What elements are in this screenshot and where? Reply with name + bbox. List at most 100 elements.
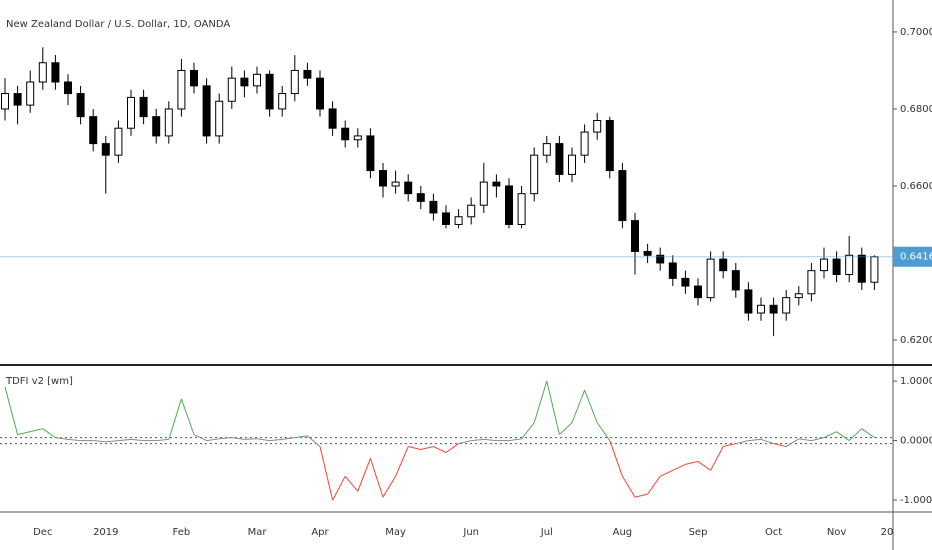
- candle-body: [605, 120, 614, 172]
- candle-body: [316, 77, 324, 110]
- indicator-segment: [546, 380, 560, 435]
- candle-body: [769, 304, 778, 314]
- indicator-segment: [156, 438, 169, 442]
- indicator-segment: [344, 475, 359, 492]
- chart-title: New Zealand Dollar / U.S. Dollar, 1D, OA…: [6, 19, 230, 30]
- indicator-segment: [433, 446, 447, 453]
- x-tick-label: Aug: [613, 527, 633, 538]
- indicator-segment: [836, 431, 850, 442]
- indicator-segment: [319, 446, 334, 501]
- candle-body: [782, 297, 791, 314]
- candle-body: [379, 170, 387, 187]
- candle-body: [416, 193, 425, 202]
- indicator-segment: [471, 438, 484, 442]
- indicator-segment: [483, 438, 497, 442]
- candle-body: [479, 181, 488, 206]
- candle-body: [719, 258, 728, 272]
- candle-body: [870, 256, 879, 283]
- indicator-segment: [193, 434, 207, 442]
- candle-body: [127, 96, 135, 129]
- indicator-segment: [697, 461, 711, 471]
- candle-body: [442, 212, 450, 225]
- x-tick-label: Feb: [173, 527, 191, 538]
- candle-body: [240, 77, 249, 87]
- indicator-segment: [408, 446, 421, 451]
- candle-body: [706, 258, 715, 299]
- indicator-segment: [533, 380, 548, 423]
- candle-body: [139, 96, 148, 118]
- candle-body: [794, 293, 803, 299]
- last-price-label: 0.64162: [900, 252, 932, 263]
- x-tick-label: Apr: [311, 527, 329, 538]
- y-tick-label: -1.00000: [900, 495, 932, 506]
- candle-body: [731, 270, 740, 291]
- indicator-segment: [445, 443, 459, 453]
- candle-body: [820, 258, 828, 272]
- candle-body: [530, 154, 539, 195]
- candle-body: [366, 135, 375, 172]
- candle-body: [164, 108, 173, 137]
- indicator-segment: [420, 446, 434, 451]
- indicator-segment: [231, 437, 245, 440]
- candle-body: [404, 181, 413, 195]
- indicator-segment: [760, 438, 774, 445]
- indicator-segment: [710, 446, 724, 471]
- candle-body: [845, 254, 854, 276]
- indicator-segment: [848, 428, 863, 441]
- indicator-segment: [369, 458, 384, 498]
- indicator-segment: [458, 440, 472, 445]
- indicator-segment: [206, 438, 220, 442]
- x-tick-label: Oct: [765, 527, 782, 538]
- candle-body: [429, 200, 438, 214]
- candle-body: [744, 289, 753, 314]
- x-tick-label: Mar: [248, 527, 268, 538]
- indicator-segment: [634, 493, 648, 498]
- indicator-segment: [180, 398, 195, 435]
- x-tick-label: May: [385, 527, 406, 538]
- indicator-segment: [621, 476, 636, 498]
- indicator-segment: [130, 438, 144, 442]
- indicator-segment: [798, 438, 812, 442]
- candle-body: [391, 181, 400, 187]
- candle-body: [51, 62, 60, 83]
- indicator-segment: [256, 438, 270, 442]
- indicator-segment: [294, 435, 308, 439]
- indicator-segment: [735, 440, 749, 445]
- indicator-segment: [861, 428, 875, 439]
- indicator-segment: [685, 460, 699, 465]
- indicator-segment: [659, 469, 674, 477]
- y-tick-label: 0.70000: [900, 27, 932, 38]
- candle-body: [467, 204, 476, 218]
- indicator-segment: [609, 440, 623, 477]
- candle-body: [215, 100, 224, 137]
- indicator-segment: [332, 476, 346, 501]
- indicator-segment: [571, 389, 586, 423]
- candle-body: [227, 77, 236, 102]
- candle-body: [38, 62, 47, 83]
- indicator-segment: [723, 443, 736, 448]
- indicator-segment: [67, 438, 81, 442]
- candle-body: [517, 193, 526, 225]
- x-tick-label: Jun: [462, 527, 479, 538]
- indicator-segment: [382, 476, 397, 498]
- candle-body: [668, 262, 677, 279]
- indicator-segment: [244, 438, 258, 440]
- indicator-segment: [647, 476, 661, 495]
- candle-body: [26, 81, 35, 106]
- candle-body: [202, 85, 211, 137]
- candle-body: [832, 258, 841, 276]
- indicator-segment: [30, 428, 43, 433]
- candle-body: [542, 143, 551, 156]
- candle-body: [454, 216, 463, 225]
- candle-body: [152, 116, 161, 137]
- candle-body: [303, 69, 312, 79]
- x-tick-label: Jul: [540, 527, 553, 538]
- indicator-segment: [395, 446, 409, 477]
- candle-body: [681, 277, 690, 287]
- candle-body: [631, 220, 639, 252]
- indicator-segment: [508, 438, 522, 442]
